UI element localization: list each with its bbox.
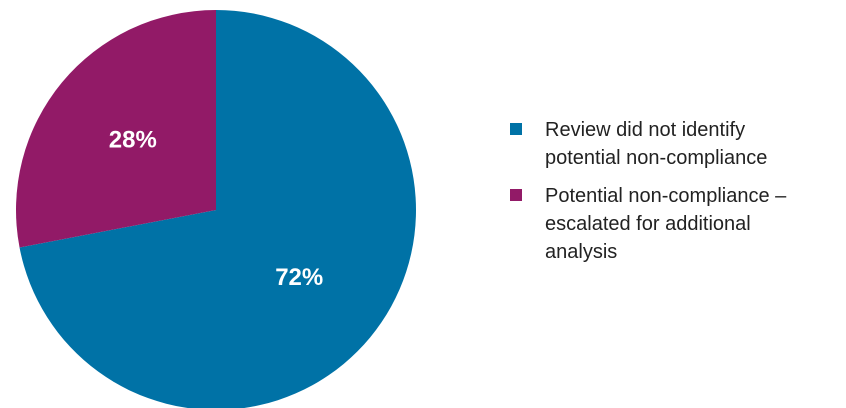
legend-swatch xyxy=(510,123,522,135)
legend-swatch xyxy=(510,189,522,201)
pie-slice xyxy=(19,10,416,408)
legend-item: Review did not identify potential non-co… xyxy=(510,116,807,172)
pie-slice xyxy=(15,10,217,248)
slice-label: 28% xyxy=(109,127,157,154)
slice-label: 72% xyxy=(275,264,323,291)
legend-label: Review did not identify potential non-co… xyxy=(545,119,768,169)
legend: Review did not identify potential non-co… xyxy=(510,116,807,276)
legend-item: Potential non-compliance – escalated for… xyxy=(510,182,807,266)
legend-label: Potential non-compliance – escalated for… xyxy=(545,185,787,263)
